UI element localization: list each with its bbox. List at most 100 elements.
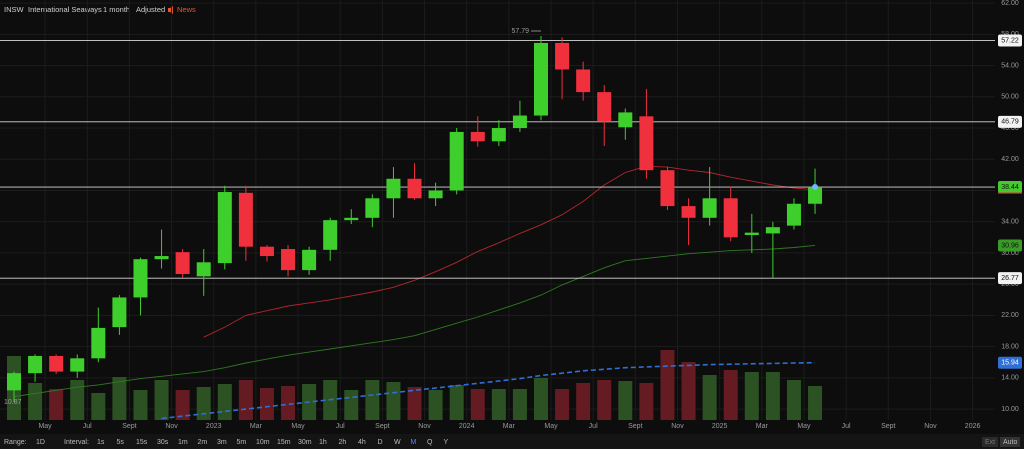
candle-body bbox=[702, 198, 717, 218]
candle-body bbox=[470, 131, 485, 142]
toolbar: Range: 1D Interval: 1s 5s 15s 30s 1m 2m 3m 5m 10m 15… bbox=[0, 434, 1024, 449]
volume-bar bbox=[344, 390, 359, 420]
x-tick-label: May bbox=[38, 423, 52, 430]
candle-body bbox=[786, 203, 801, 226]
price-line-badge-bg bbox=[998, 272, 1022, 285]
x-tick-label: Jul bbox=[842, 423, 851, 430]
x-tick-label: May bbox=[544, 423, 558, 430]
candle-body bbox=[534, 42, 548, 116]
interval-button[interactable]: 15s bbox=[136, 439, 148, 446]
candle-body bbox=[639, 116, 654, 171]
candle-body bbox=[344, 217, 359, 221]
moving-average bbox=[13, 244, 816, 398]
interval-button[interactable]: 3m bbox=[217, 439, 227, 446]
candle-body bbox=[133, 259, 148, 298]
interval-button[interactable]: 4h bbox=[358, 439, 366, 446]
x-tick-label: Jul bbox=[83, 423, 92, 430]
ma-badge-bg bbox=[998, 239, 1022, 252]
x-tick-label: Mar bbox=[503, 423, 516, 430]
x-tick-label: 2025 bbox=[712, 423, 728, 430]
interval-button[interactable]: 5s bbox=[117, 439, 125, 446]
news-link[interactable]: News bbox=[177, 5, 196, 14]
auto-toggle[interactable]: Auto bbox=[1003, 439, 1018, 446]
candle-body bbox=[7, 373, 21, 391]
candle-body bbox=[217, 192, 232, 264]
interval-button[interactable]: 30m bbox=[298, 439, 312, 446]
candle-body bbox=[681, 206, 696, 218]
interval-button[interactable]: D bbox=[378, 439, 383, 446]
y-tick-label: 22.00 bbox=[1001, 312, 1019, 319]
range-select[interactable]: 1D bbox=[36, 439, 45, 446]
y-tick-label: 46.00 bbox=[1001, 125, 1019, 132]
range-label: Range: bbox=[4, 439, 27, 446]
interval-button[interactable]: 5m bbox=[237, 439, 247, 446]
mode: Adjusted bbox=[136, 5, 165, 14]
interval-button[interactable]: 2h bbox=[339, 439, 347, 446]
volume-bar bbox=[28, 383, 43, 420]
y-tick-label: 42.00 bbox=[1001, 156, 1019, 163]
volume-bar bbox=[217, 384, 232, 420]
ext-bg bbox=[982, 437, 998, 447]
x-tick-label: 2023 bbox=[206, 423, 222, 430]
volume-bar bbox=[154, 380, 169, 420]
interval-button[interactable]: W bbox=[394, 439, 401, 446]
interval-button[interactable]: 1m bbox=[178, 439, 188, 446]
interval-button[interactable]: 1h bbox=[319, 439, 327, 446]
volume-bar bbox=[259, 388, 274, 420]
volume-bar bbox=[49, 389, 64, 420]
volume-bar bbox=[808, 386, 823, 420]
volume-bar bbox=[491, 389, 506, 420]
volume-bar bbox=[196, 387, 211, 420]
price-line-badge-bg bbox=[998, 34, 1022, 47]
moving-average bbox=[161, 361, 816, 420]
moving-average bbox=[203, 165, 816, 338]
volume-bar bbox=[639, 383, 654, 420]
interval-button[interactable]: 30s bbox=[157, 439, 169, 446]
y-tick-label: 34.00 bbox=[1001, 219, 1019, 226]
ext-toggle[interactable]: Ext bbox=[985, 439, 995, 446]
candle-body bbox=[281, 249, 296, 271]
high-label: 57.79 bbox=[511, 28, 529, 35]
last-price-badge-bg bbox=[998, 181, 1022, 194]
candle-body bbox=[91, 327, 106, 359]
price-line-badge: 26.77 bbox=[1001, 275, 1019, 282]
x-tick-label: Sept bbox=[122, 423, 136, 430]
interval-label: Interval: bbox=[64, 439, 89, 446]
interval-button[interactable]: 15m bbox=[277, 439, 291, 446]
volume-bar bbox=[786, 380, 801, 420]
candle-body bbox=[302, 249, 317, 271]
interval-button[interactable]: 1s bbox=[97, 439, 105, 446]
interval-button[interactable]: M bbox=[411, 439, 417, 446]
price-line-badge: 57.22 bbox=[1001, 37, 1019, 44]
interval-button[interactable]: Y bbox=[444, 439, 449, 446]
last-price-badge: 38.44 bbox=[1001, 184, 1019, 191]
volume-bar bbox=[112, 377, 127, 420]
candle-body bbox=[491, 128, 506, 142]
symbol: INSW bbox=[4, 5, 25, 14]
candle-body bbox=[154, 256, 169, 260]
candle-body bbox=[28, 355, 43, 374]
candle-body bbox=[512, 115, 527, 129]
x-tick-label: Nov bbox=[165, 423, 178, 430]
volume-bar bbox=[618, 381, 633, 420]
y-tick-label: 30.00 bbox=[1001, 250, 1019, 257]
candle-body bbox=[428, 190, 443, 199]
volume-bar bbox=[238, 380, 253, 420]
candle-body bbox=[70, 358, 85, 372]
candle-body bbox=[365, 198, 380, 218]
header: INSW International Seaways 1 month Adjus… bbox=[4, 5, 196, 14]
y-tick-label: 54.00 bbox=[1001, 62, 1019, 69]
candle-body bbox=[259, 246, 274, 257]
toolbar-bg bbox=[0, 434, 1024, 449]
candle-body bbox=[576, 69, 591, 93]
volume-bar bbox=[386, 382, 401, 420]
x-tick-label: Nov bbox=[924, 423, 937, 430]
interval-button[interactable]: 2m bbox=[198, 439, 208, 446]
interval-button[interactable]: Q bbox=[427, 439, 433, 446]
x-tick-label: Mar bbox=[250, 423, 263, 430]
auto-bg bbox=[1000, 437, 1020, 447]
candle-body bbox=[238, 192, 253, 247]
interval-button[interactable]: 10m bbox=[256, 439, 270, 446]
volume-bar bbox=[91, 393, 106, 420]
volume-bar bbox=[133, 390, 148, 420]
